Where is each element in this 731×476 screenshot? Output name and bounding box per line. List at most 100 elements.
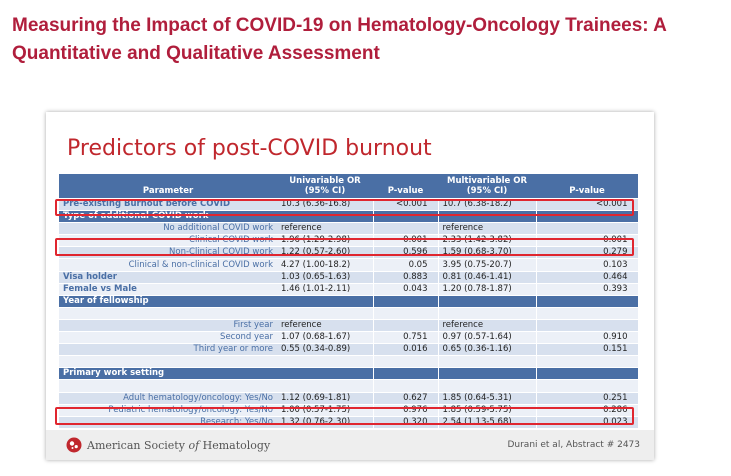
univariable-p-cell: 0.976 bbox=[373, 404, 439, 417]
col-header-multivariable-or: Multivariable OR (95% CI) bbox=[438, 174, 536, 199]
multivariable-p-cell: 0.279 bbox=[536, 246, 639, 260]
table-row bbox=[59, 307, 639, 320]
multivariable-or-cell bbox=[438, 210, 537, 224]
univariable-p-cell: <0.001 bbox=[373, 198, 439, 212]
param-cell: Visa holder bbox=[59, 271, 277, 284]
multivariable-p-cell bbox=[536, 355, 639, 369]
multivariable-or-cell: 1.59 (0.68-3.70) bbox=[438, 246, 537, 260]
param-cell bbox=[59, 379, 277, 393]
slide-title: Predictors of post-COVID burnout bbox=[67, 136, 432, 161]
univariable-p-cell: 0.043 bbox=[373, 283, 439, 296]
param-cell: Adult hematology/oncology: Yes/No bbox=[59, 392, 277, 405]
multivariable-or-cell: reference bbox=[438, 222, 537, 236]
table-row: Primary work setting bbox=[59, 367, 639, 381]
multivariable-p-cell bbox=[536, 367, 639, 381]
param-cell: Primary work setting bbox=[59, 367, 277, 381]
table-row: First year reference reference bbox=[59, 319, 639, 333]
param-cell: No additional COVID work bbox=[59, 222, 277, 236]
univariable-p-cell: 0.883 bbox=[373, 271, 439, 284]
param-cell: Second year bbox=[59, 331, 277, 345]
univariable-or-cell: 0.55 (0.34-0.89) bbox=[277, 343, 374, 357]
table-row: Clinical COVID work 1.96 (1.29-2.98) 0.001… bbox=[59, 234, 639, 248]
param-cell bbox=[59, 355, 277, 369]
col-header-parameter: Parameter bbox=[59, 174, 277, 199]
univariable-p-cell: 0.596 bbox=[373, 246, 439, 260]
table-row: Visa holder 1.03 (0.65-1.63) 0.883 0.81 (0.… bbox=[59, 271, 639, 284]
multivariable-p-cell: 0.393 bbox=[536, 283, 639, 296]
multivariable-or-cell: 2.54 (1.13-5.68) bbox=[438, 416, 537, 429]
table-row bbox=[59, 379, 639, 393]
univariable-or-cell: 1.22 (0.57-2.60) bbox=[277, 246, 374, 260]
multivariable-p-cell bbox=[536, 319, 639, 333]
table-row: Female vs Male 1.46 (1.01-2.11) 0.043 1.20 … bbox=[59, 283, 639, 296]
page-title: Measuring the Impact of COVID-19 on Hema… bbox=[12, 15, 667, 64]
presentation-slide: Predictors of post-COVID burnout Paramet… bbox=[46, 112, 654, 460]
param-cell: Year of fellowship bbox=[59, 295, 277, 308]
table-row: Type of additional COVID work bbox=[59, 210, 639, 224]
multivariable-or-cell bbox=[438, 295, 537, 308]
table-row bbox=[59, 355, 639, 369]
multivariable-or-cell: 0.81 (0.46-1.41) bbox=[438, 271, 537, 284]
univariable-p-cell bbox=[373, 367, 439, 381]
param-cell: Type of additional COVID work bbox=[59, 210, 277, 224]
param-cell bbox=[59, 307, 277, 320]
univariable-p-cell bbox=[373, 222, 439, 236]
slide-footer: American Society of Hematology Durani et… bbox=[46, 430, 654, 460]
univariable-p-cell bbox=[373, 379, 439, 393]
table-row: Pre-existing Burnout before COVID 10.3 (6… bbox=[59, 198, 639, 212]
univariable-p-cell: 0.05 bbox=[373, 258, 439, 272]
univariable-or-cell bbox=[277, 210, 374, 224]
col-header-univariable-p: P-value bbox=[373, 174, 438, 199]
multivariable-p-cell bbox=[536, 210, 639, 224]
table-row: Year of fellowship bbox=[59, 295, 639, 308]
multivariable-or-cell: 1.85 (0.59-5.75) bbox=[438, 404, 537, 417]
table-row: Second year 1.07 (0.68-1.67) 0.751 0.97 (0.… bbox=[59, 331, 639, 345]
univariable-p-cell bbox=[373, 307, 439, 320]
multivariable-or-cell: 3.95 (0.75-20.7) bbox=[438, 258, 537, 272]
multivariable-p-cell bbox=[536, 379, 639, 393]
univariable-or-cell bbox=[277, 379, 374, 393]
multivariable-or-cell: 1.20 (0.78-1.87) bbox=[438, 283, 537, 296]
univariable-p-cell bbox=[373, 210, 439, 224]
table-row: Third year or more 0.55 (0.34-0.89) 0.016 0… bbox=[59, 343, 639, 357]
univariable-or-cell: 1.00 (0.57-1.75) bbox=[277, 404, 374, 417]
multivariable-p-cell: 0.910 bbox=[536, 331, 639, 345]
param-cell: Clinical & non-clinical COVID work bbox=[59, 258, 277, 272]
multivariable-or-cell: reference bbox=[438, 319, 537, 333]
table-row: Pediatric hematology/oncology: Yes/No 1.0… bbox=[59, 404, 639, 417]
multivariable-or-cell: 0.65 (0.36-1.16) bbox=[438, 343, 537, 357]
univariable-or-cell: 10.3 (6.36-16.8) bbox=[277, 198, 374, 212]
univariable-p-cell: 0.751 bbox=[373, 331, 439, 345]
multivariable-p-cell: <0.001 bbox=[536, 198, 639, 212]
multivariable-p-cell: 0.286 bbox=[536, 404, 639, 417]
multivariable-p-cell: 0.001 bbox=[536, 234, 639, 248]
multivariable-or-cell: 1.85 (0.64-5.31) bbox=[438, 392, 537, 405]
multivariable-or-cell: 2.33 (1.42-3.82) bbox=[438, 234, 537, 248]
univariable-p-cell: 0.016 bbox=[373, 343, 439, 357]
univariable-or-cell: 4.27 (1.00-18.2) bbox=[277, 258, 374, 272]
table-row: Adult hematology/oncology: Yes/No 1.12 (0… bbox=[59, 392, 639, 405]
param-cell: Pre-existing Burnout before COVID bbox=[59, 198, 277, 212]
multivariable-or-cell: 0.97 (0.57-1.64) bbox=[438, 331, 537, 345]
multivariable-p-cell: 0.151 bbox=[536, 343, 639, 357]
multivariable-p-cell bbox=[536, 222, 639, 236]
univariable-or-cell: 1.03 (0.65-1.63) bbox=[277, 271, 374, 284]
multivariable-p-cell: 0.103 bbox=[536, 258, 639, 272]
univariable-p-cell bbox=[373, 355, 439, 369]
param-cell: First year bbox=[59, 319, 277, 333]
table-row: Clinical & non-clinical COVID work 4.27 (… bbox=[59, 258, 639, 272]
table-row: No additional COVID work reference referen… bbox=[59, 222, 639, 236]
univariable-or-cell bbox=[277, 295, 374, 308]
multivariable-or-cell bbox=[438, 355, 537, 369]
univariable-or-cell bbox=[277, 355, 374, 369]
predictors-table: Parameter Univariable OR (95% CI) P-valu… bbox=[59, 174, 639, 429]
univariable-or-cell bbox=[277, 307, 374, 320]
col-header-multivariable-p: P-value bbox=[536, 174, 638, 199]
univariable-p-cell: 0.320 bbox=[373, 416, 439, 429]
univariable-or-cell: reference bbox=[277, 222, 374, 236]
multivariable-p-cell bbox=[536, 307, 639, 320]
table-row: Research: Yes/No 1.32 (0.76-2.30) 0.320 2.5… bbox=[59, 416, 639, 429]
multivariable-or-cell bbox=[438, 307, 537, 320]
abstract-citation: Durani et al, Abstract # 2473 bbox=[507, 440, 640, 450]
param-cell: Female vs Male bbox=[59, 283, 277, 296]
